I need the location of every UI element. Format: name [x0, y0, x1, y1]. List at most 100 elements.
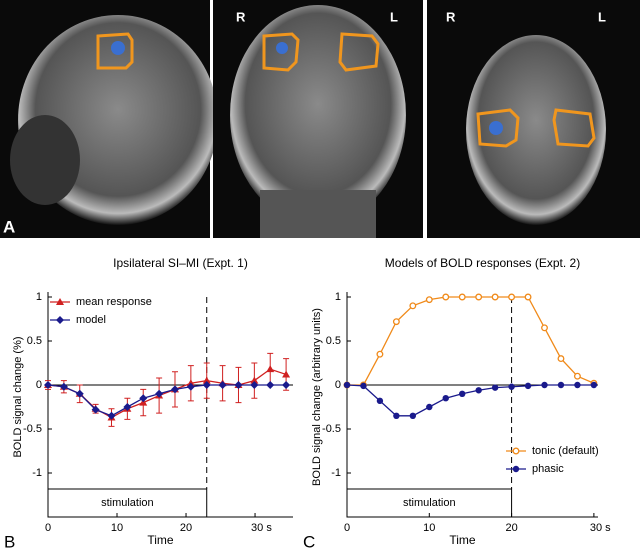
marker [459, 390, 466, 397]
x-tick-label: 20 [505, 522, 517, 534]
y-tick-label: 0.5 [27, 335, 42, 347]
marker [475, 293, 483, 301]
marker [541, 381, 548, 389]
marker [491, 384, 499, 391]
marker [442, 293, 450, 301]
image-label: R [446, 9, 456, 24]
marker [442, 395, 449, 402]
legend-marker [56, 316, 64, 324]
marker [186, 382, 195, 391]
marker [524, 382, 532, 390]
marker [266, 381, 275, 389]
series-line [47, 368, 287, 419]
y-tick-label: 1 [335, 291, 341, 303]
marker [475, 387, 482, 394]
y-tick-label: 1 [36, 291, 42, 303]
marker [376, 397, 384, 405]
roi [476, 108, 520, 148]
marker [218, 381, 227, 389]
series-line [47, 384, 287, 417]
legend-label: model [76, 314, 106, 326]
roi [96, 32, 134, 70]
activation [276, 42, 288, 54]
marker [250, 376, 259, 384]
roi [338, 32, 380, 72]
marker [573, 372, 581, 380]
marker [107, 411, 116, 420]
coronal-brain [230, 5, 406, 225]
marker [202, 381, 211, 389]
marker [343, 381, 351, 389]
marker [557, 381, 565, 389]
marker [360, 382, 367, 390]
mri-panels: R L R L A [0, 0, 640, 238]
x-axis-label: Time [147, 533, 174, 547]
x-axis-label: Time [449, 533, 476, 547]
marker [234, 381, 243, 389]
activation [489, 121, 503, 135]
y-axis-label: BOLD signal change (arbitrary units) [311, 308, 323, 486]
marker [139, 394, 148, 403]
stimulation-label: stimulation [403, 497, 456, 509]
marker [376, 350, 384, 358]
x-tick-label: 10 [111, 522, 123, 534]
marker [491, 293, 499, 301]
marker [392, 318, 400, 326]
marker [574, 381, 581, 389]
marker [282, 370, 291, 378]
marker [409, 302, 417, 310]
marker [557, 355, 565, 363]
chart-title: Models of BOLD responses (Expt. 2) [385, 256, 580, 270]
neck [260, 190, 376, 238]
roi [262, 32, 300, 72]
marker [409, 412, 417, 419]
marker [393, 412, 400, 419]
x-tick-label: 10 [423, 522, 435, 534]
marker [250, 381, 259, 389]
activation [111, 41, 125, 55]
marker [425, 296, 433, 304]
legend-label: mean response [76, 296, 152, 308]
y-tick-label: 0 [335, 379, 341, 391]
image-label: R [236, 9, 246, 24]
y-axis-label: BOLD signal change (%) [12, 336, 24, 457]
marker [170, 385, 179, 394]
marker [508, 293, 516, 301]
stimulation-label: stimulation [101, 497, 154, 509]
legend-marker [512, 465, 520, 473]
image-label: L [390, 9, 398, 24]
panel-label: C [303, 532, 315, 548]
axial-brain [466, 35, 606, 225]
legend-marker [512, 447, 520, 455]
marker [44, 381, 52, 389]
legend-label: tonic (default) [532, 445, 599, 457]
marker [590, 381, 598, 389]
y-tick-label: 0 [36, 379, 42, 391]
marker [282, 381, 291, 389]
face [10, 115, 80, 205]
y-tick-label: 0.5 [326, 335, 341, 347]
panel-label: B [4, 532, 15, 548]
marker [266, 365, 275, 373]
marker [508, 383, 515, 390]
marker [426, 403, 433, 411]
image-label: L [598, 9, 606, 24]
x-tick-label: 30 s [251, 522, 272, 534]
marker [202, 376, 211, 384]
legend-marker [56, 298, 64, 305]
legend-label: phasic [532, 463, 564, 475]
y-tick-label: -1 [331, 467, 341, 479]
marker [123, 403, 132, 411]
y-tick-label: -0.5 [322, 423, 341, 435]
chart-title: Ipsilateral SI–MI (Expt. 1) [113, 256, 248, 270]
y-tick-label: -0.5 [23, 423, 42, 435]
panel-label: A [3, 217, 15, 236]
marker [155, 389, 164, 398]
x-tick-label: 0 [45, 522, 51, 534]
marker [524, 293, 532, 301]
marker [91, 405, 100, 414]
marker [59, 382, 68, 391]
marker [458, 293, 466, 301]
